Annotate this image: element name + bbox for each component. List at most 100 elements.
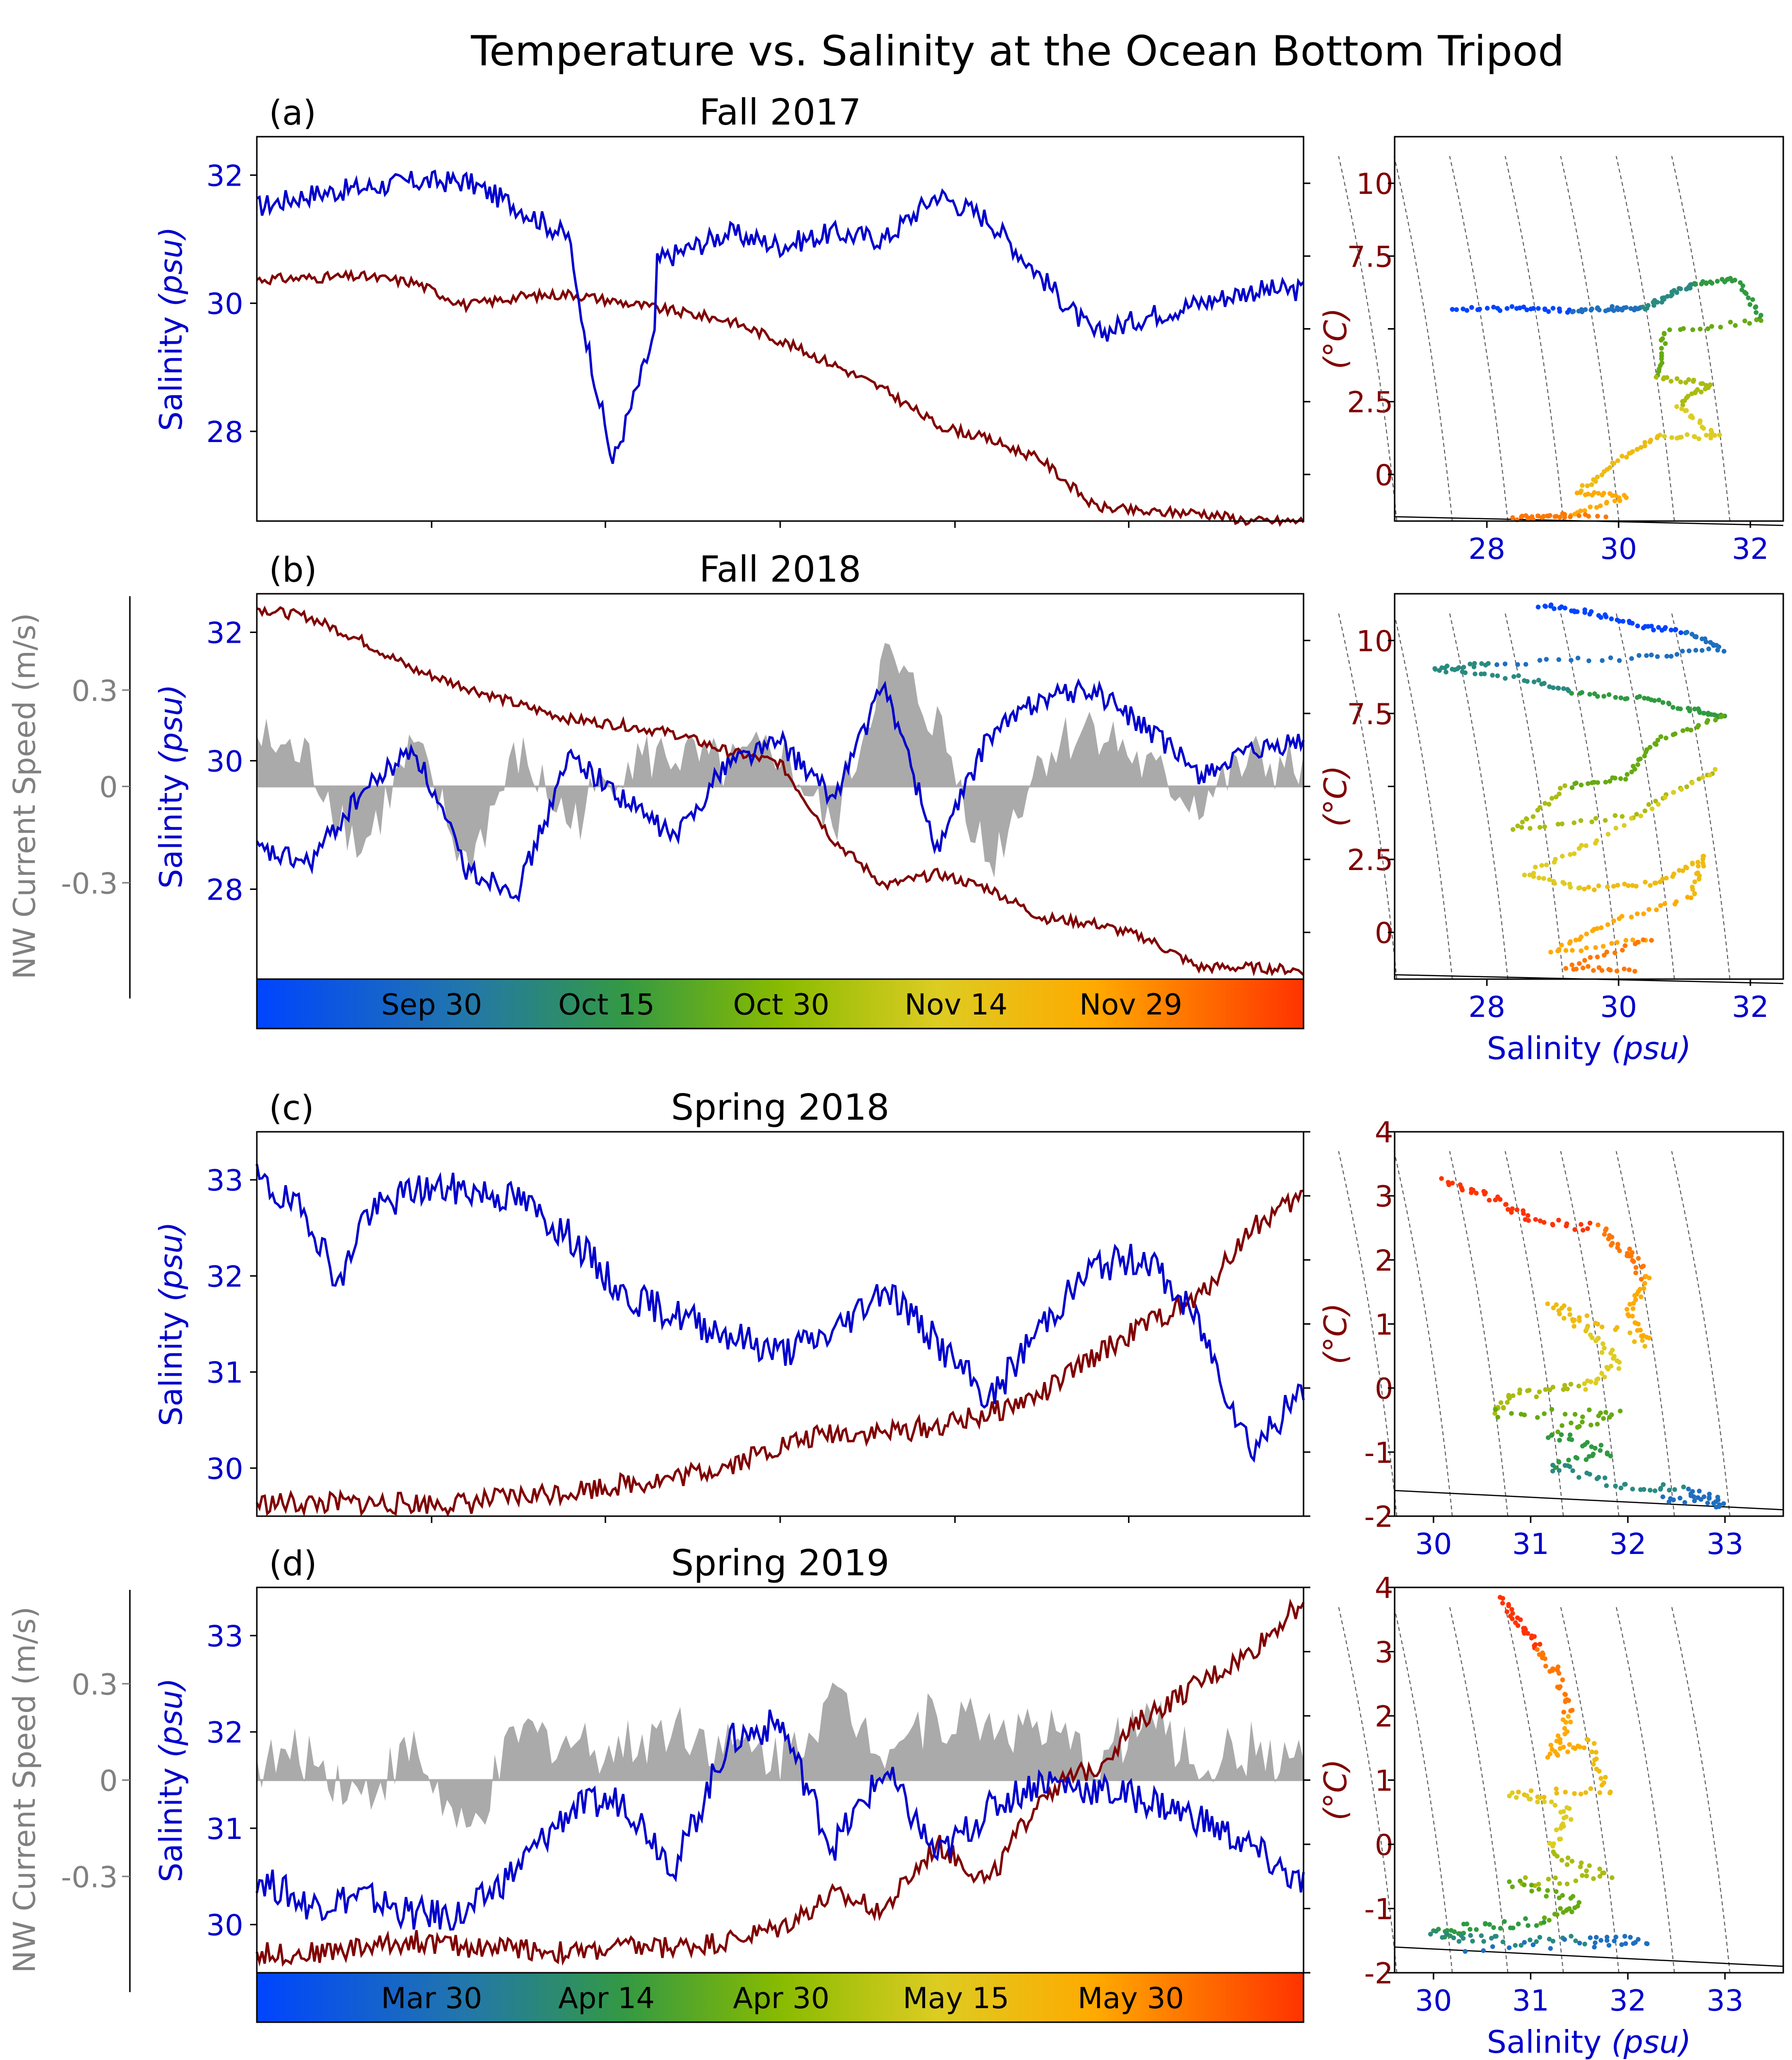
ts-point	[1545, 1755, 1550, 1760]
ts-point	[1674, 376, 1680, 381]
ts-point	[1586, 781, 1591, 786]
ts-point	[1662, 901, 1667, 906]
ts-point	[1575, 655, 1581, 661]
ts-point	[1566, 1458, 1571, 1463]
ts-point	[1611, 918, 1617, 923]
ts-point	[1617, 496, 1622, 501]
ts-point	[1523, 1916, 1528, 1921]
ts-point	[1588, 1379, 1593, 1384]
ts-point	[1572, 851, 1577, 856]
ts-point	[1589, 819, 1594, 824]
ts-point	[1677, 868, 1682, 873]
ts-point	[1577, 937, 1582, 942]
ts-point	[1750, 297, 1755, 302]
ts-point	[1495, 673, 1500, 679]
ts-point	[1511, 674, 1516, 679]
salinity-line	[255, 1709, 1305, 1931]
ts-point	[1576, 1475, 1582, 1480]
ts-point	[1694, 634, 1699, 639]
ts-point	[1515, 824, 1520, 828]
panel-title: Spring 2019	[671, 1542, 890, 1584]
ts-point	[1627, 451, 1632, 456]
ts-point	[1671, 871, 1677, 876]
colorbar-date-label: Nov 14	[905, 988, 1008, 1022]
freezing-line	[1394, 1490, 1784, 1511]
isopycnal-contour	[1671, 1151, 1730, 1517]
ts-point	[1519, 824, 1525, 830]
salinity-tick-label: 28	[206, 415, 243, 449]
ts-point	[1500, 1939, 1506, 1945]
ts-point	[1687, 708, 1692, 713]
ts-point	[1524, 816, 1529, 822]
ts-point	[1542, 1656, 1548, 1661]
ts-point	[1569, 1933, 1574, 1939]
ts-point	[1552, 606, 1557, 611]
ts-point	[1599, 1783, 1604, 1788]
ts-point	[1658, 903, 1663, 908]
figure-title: Temperature vs. Salinity at the Ocean Bo…	[471, 27, 1564, 76]
ts-point	[1692, 879, 1698, 885]
ts-point	[1603, 614, 1609, 619]
ts-point	[1697, 876, 1702, 882]
ts-point	[1624, 495, 1629, 500]
ts-point	[1534, 1394, 1539, 1399]
ts-point	[1568, 1817, 1573, 1822]
ts-point	[1732, 277, 1738, 283]
ts-point	[1495, 1414, 1500, 1420]
ts-point	[1667, 327, 1672, 333]
ts-point	[1514, 1207, 1520, 1212]
ts-point	[1497, 308, 1503, 313]
ts-point	[1629, 915, 1634, 919]
salinity-unit: (psu)	[154, 227, 189, 306]
ts-x-tick-label: 30	[1600, 990, 1637, 1024]
ts-point	[1565, 1386, 1570, 1392]
ts-point	[1572, 1324, 1577, 1329]
salinity-unit: (psu)	[154, 684, 189, 764]
ts-point	[1633, 1270, 1638, 1275]
ts-point	[1592, 1945, 1597, 1950]
ts-point	[1516, 673, 1521, 678]
isopycnal-contour	[1616, 1151, 1675, 1517]
ts-point	[1747, 321, 1752, 326]
ts-point	[1590, 928, 1595, 934]
ts-point	[1656, 369, 1662, 374]
ts-point	[1604, 1483, 1609, 1489]
ts-point	[1600, 1324, 1604, 1330]
isopycnal-contour	[1560, 1606, 1619, 1973]
ts-point	[1663, 795, 1667, 800]
ts-point	[1670, 732, 1676, 737]
temperature-tick-label: 4	[1375, 1571, 1393, 1605]
isopycnal-contour	[1616, 613, 1675, 980]
temperature-line	[255, 1598, 1305, 1967]
ts-point	[1550, 306, 1556, 311]
ts-point	[1680, 649, 1685, 654]
ts-point	[1541, 1920, 1547, 1925]
ts-point	[1611, 308, 1617, 313]
ts-point	[1469, 305, 1474, 310]
ts-point	[1604, 1934, 1610, 1940]
ts-point	[1569, 658, 1574, 663]
ts-point	[1597, 1866, 1603, 1871]
ts-point	[1559, 1857, 1564, 1863]
ts-point	[1685, 727, 1690, 732]
ts-point	[1593, 1750, 1599, 1755]
ts-point	[1740, 283, 1745, 288]
panel-d: (d) Spring 2019 -0.3 0 0.3 NW Current Speed (…	[7, 1542, 1393, 2023]
ts-point	[1554, 514, 1559, 519]
ts-point	[1536, 875, 1541, 881]
ts-point	[1622, 943, 1628, 948]
ts-point	[1569, 691, 1574, 696]
current-tick-label: 0.3	[72, 674, 118, 708]
ts-point	[1536, 1886, 1541, 1892]
ts-point	[1536, 1882, 1541, 1887]
ts-point	[1602, 1232, 1607, 1237]
ts-point	[1718, 714, 1724, 719]
ts-point	[1649, 652, 1654, 658]
ts-point	[1548, 603, 1553, 609]
ts-point	[1570, 785, 1575, 790]
ts-point	[1533, 864, 1538, 870]
ts-point	[1604, 1364, 1609, 1370]
salinity-tick-label: 33	[206, 1164, 243, 1198]
colorbar-date-label: Oct 30	[733, 988, 830, 1022]
ts-point	[1604, 1451, 1610, 1457]
